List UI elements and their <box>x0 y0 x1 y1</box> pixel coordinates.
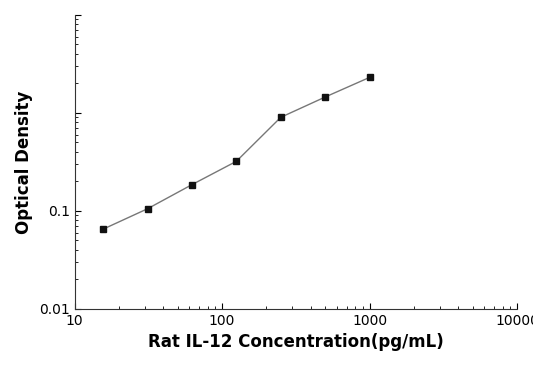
Y-axis label: Optical Density: Optical Density <box>15 90 34 234</box>
X-axis label: Rat IL-12 Concentration(pg/mL): Rat IL-12 Concentration(pg/mL) <box>148 333 443 351</box>
